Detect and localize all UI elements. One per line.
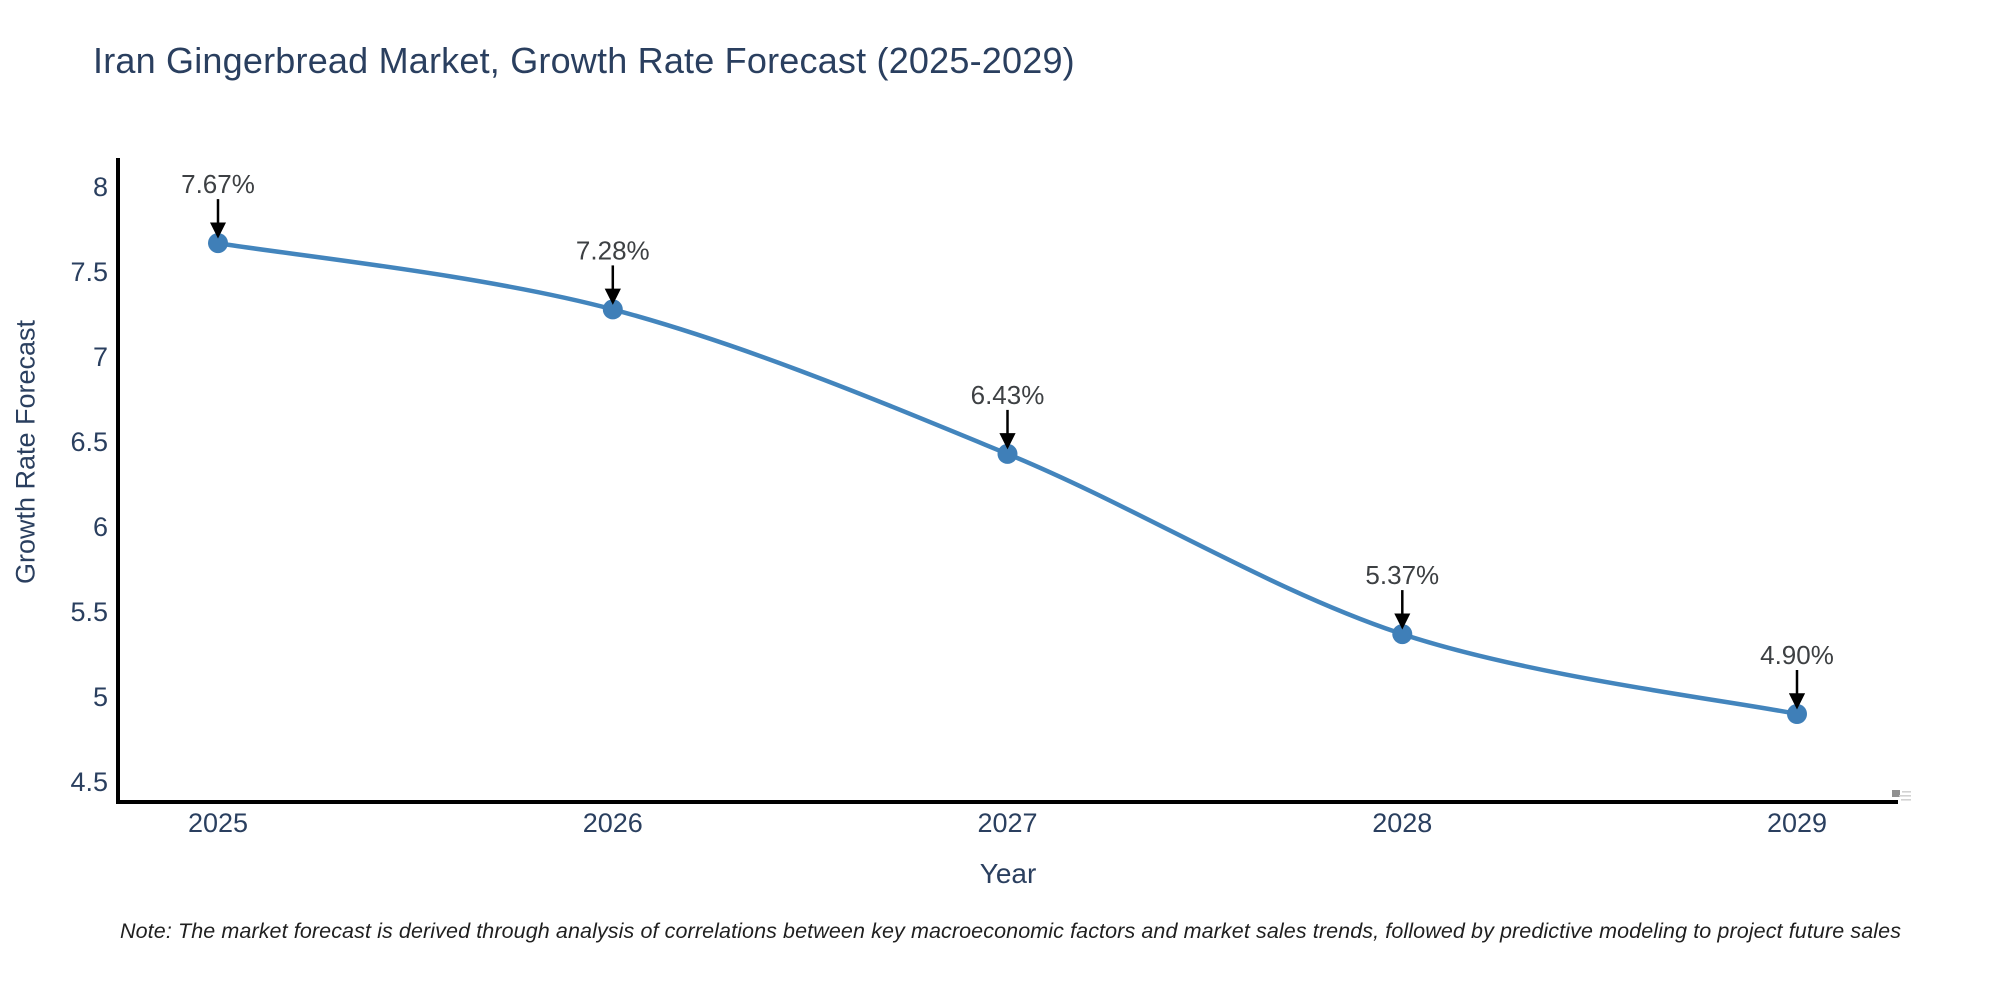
y-tick-label: 5 <box>93 682 108 712</box>
axis-lines <box>116 158 1898 804</box>
x-axis-title: Year <box>979 858 1037 889</box>
y-tick-label: 4.5 <box>70 767 108 797</box>
axis-end-artifact <box>1892 790 1911 801</box>
y-axis-title: Growth Rate Forecast <box>10 319 41 585</box>
point-label: 5.37% <box>1365 560 1439 590</box>
footnote-text: Note: The market forecast is derived thr… <box>120 919 1902 943</box>
y-tick-label: 6 <box>93 512 108 542</box>
point-label: 6.43% <box>971 380 1045 410</box>
x-tick-label: 2028 <box>1372 808 1432 838</box>
y-tick-label: 8 <box>93 172 108 202</box>
x-tick-label: 2025 <box>188 808 248 838</box>
x-tick-label: 2026 <box>583 808 643 838</box>
chart-title: Iran Gingerbread Market, Growth Rate For… <box>93 40 1075 81</box>
point-label: 4.90% <box>1760 640 1834 670</box>
y-tick-label: 7.5 <box>70 257 108 287</box>
line-series <box>215 240 1800 717</box>
x-tick-label: 2027 <box>977 808 1037 838</box>
y-tick-label: 7 <box>93 342 108 372</box>
point-label: 7.28% <box>576 235 650 265</box>
point-label: 7.67% <box>181 169 255 199</box>
y-tick-label: 6.5 <box>70 427 108 457</box>
x-tick-label: 2029 <box>1767 808 1827 838</box>
y-tick-label: 5.5 <box>70 597 108 627</box>
